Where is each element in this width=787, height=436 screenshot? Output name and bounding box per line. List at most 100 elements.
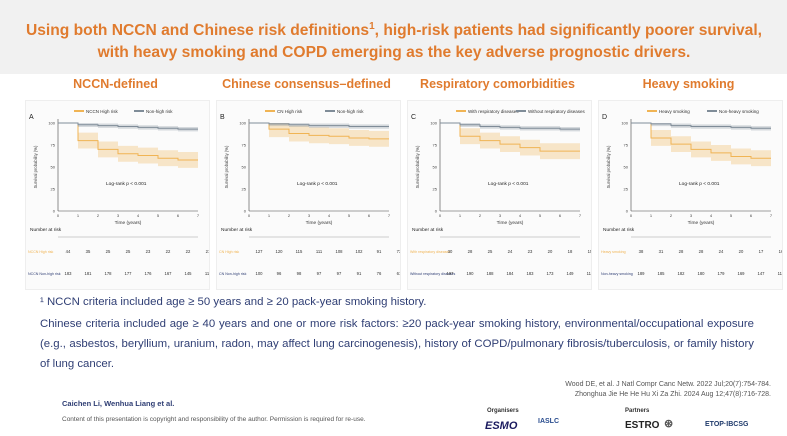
footnote-chinese: Chinese criteria included age ≥ 40 years… [40,318,754,370]
risk-value: 31 [659,249,664,254]
esmo-logo: ESMO [485,420,518,432]
risk-value: 76 [377,271,382,276]
iaslc-logo: IASLC [538,418,559,425]
y-tick-label: 50 [242,165,247,170]
risk-value: 113 [778,271,782,276]
risk-value: 111 [316,249,323,254]
risk-value: 173 [547,271,555,276]
reference-1: Wood DE, et al. J Natl Compr Canc Netw. … [565,381,771,388]
risk-row-label: CN Non-high risk [219,272,247,276]
risk-value: 30 [448,249,453,254]
title-line1: Using both NCCN and Chinese risk definit… [26,22,370,40]
risk-value: 120 [276,249,284,254]
risk-row-label: With respiratory diseases [410,250,451,254]
risk-value: 44 [66,249,71,254]
x-tick-label: 0 [439,213,442,218]
km-figure: D Heavy smoking Non-heavy smoking 100 75 50 25… [598,100,785,290]
panel-respiratory: Respiratory comorbidities C With respirat… [405,74,594,290]
risk-value: 111 [205,271,209,276]
risk-value: 35 [86,249,91,254]
risk-value: 23 [528,249,533,254]
y-tick-label: 0 [435,209,438,214]
header-banner: Using both NCCN and Chinese risk definit… [0,0,787,74]
copyright-notice: Content of this presentation is copyrigh… [62,416,366,423]
risk-value: 97 [317,271,322,276]
estro-logo: ESTRO [625,420,660,431]
x-tick-label: 1 [650,213,653,218]
risk-value: 115 [296,249,303,254]
risk-value: 190 [467,271,475,276]
confidence-band-high [58,123,198,168]
y-tick-label: 100 [239,121,246,126]
y-axis-label: Survival probability (%) [224,145,229,188]
risk-value: 183 [65,271,73,276]
references: Wood DE, et al. J Natl Compr Canc Netw. … [565,380,771,400]
risk-table-title: Number at risk [603,227,635,233]
panel-title: Respiratory comorbidities [420,77,575,91]
x-axis-label: Time (years) [688,220,715,226]
x-tick-label: 4 [519,213,522,218]
risk-value: 91 [377,249,382,254]
y-tick-label: 75 [433,143,438,148]
confidence-band-low [58,123,198,132]
panel-chinese: Chinese consensus–defined B CN High risk N… [214,74,402,290]
legend-label-high: Heavy smoking [659,109,690,114]
risk-value: 22 [186,249,191,254]
panel-letter: C [411,114,416,121]
survival-curve-high [631,122,771,159]
x-tick-label: 2 [97,213,100,218]
risk-value: 24 [719,249,724,254]
x-tick-label: 2 [670,213,673,218]
x-tick-label: 7 [388,213,391,218]
x-tick-label: 7 [770,213,773,218]
risk-value: 182 [678,271,686,276]
y-tick-label: 100 [48,121,55,126]
y-tick-label: 50 [624,165,629,170]
risk-value: 108 [336,249,344,254]
x-tick-label: 6 [177,213,180,218]
confidence-band-high [631,123,771,167]
risk-value: 96 [277,271,282,276]
risk-value: 117 [587,271,591,276]
risk-value: 17 [759,249,764,254]
logrank-p: Log-rank p < 0.001 [297,181,338,187]
survival-curve-high [440,122,580,152]
risk-row-label: CN High risk [219,250,239,254]
risk-table-title: Number at risk [30,227,62,233]
panel-letter: D [602,114,607,121]
x-tick-label: 3 [499,213,502,218]
y-tick-label: 100 [430,121,437,126]
logrank-p: Log-rank p < 0.001 [106,181,147,187]
y-tick-label: 25 [51,187,56,192]
panel-letter: A [29,114,34,121]
risk-value: 23 [146,249,151,254]
x-axis-label: Time (years) [497,220,524,226]
y-tick-label: 0 [626,209,629,214]
partners-label: Partners [625,408,650,414]
footnote-nccn: ¹ NCCN criteria included age ≥ 50 years … [40,296,427,308]
y-tick-label: 50 [51,165,56,170]
risk-table-title: Number at risk [412,227,444,233]
panel-smoking: Heavy smoking D Heavy smoking Non-heavy sm… [596,74,785,290]
survival-curve-low [58,122,198,130]
x-tick-label: 2 [479,213,482,218]
x-tick-label: 1 [268,213,271,218]
x-tick-label: 6 [750,213,753,218]
km-figure: C With respiratory diseases Without respir… [407,100,594,290]
panel-title: Chinese consensus–defined [222,77,391,91]
risk-value: 179 [718,271,726,276]
risk-value: 189 [638,271,646,276]
title-line1-end: , high-risk patients had significantly p… [374,22,762,40]
risk-value: 184 [507,271,515,276]
x-tick-label: 1 [459,213,462,218]
legend-label-high: CN High risk [277,109,303,114]
risk-value: 178 [105,271,113,276]
x-tick-label: 0 [57,213,60,218]
km-chart: C With respiratory diseases Without respir… [410,109,594,276]
x-tick-label: 7 [579,213,582,218]
y-tick-label: 0 [244,209,247,214]
risk-value: 98 [297,271,302,276]
km-figure: B CN High risk Non-high risk 100 75 50 25 0 0 1 2 3… [216,100,402,290]
